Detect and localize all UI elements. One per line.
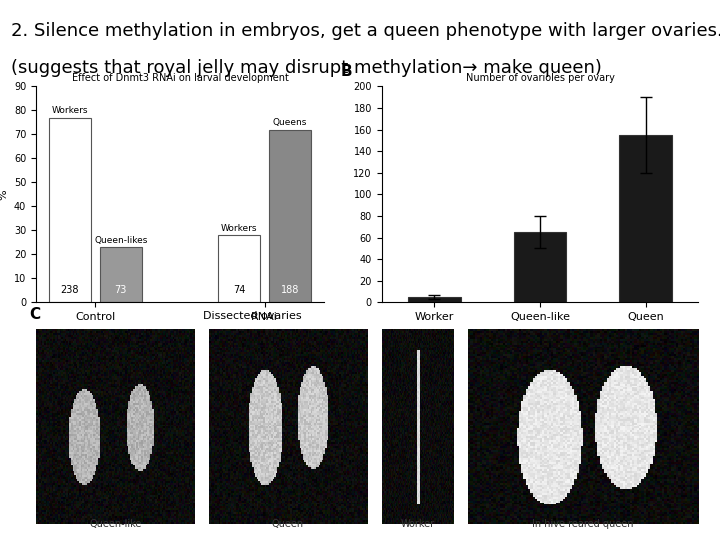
Text: 188: 188 (281, 285, 300, 295)
Text: C: C (29, 307, 40, 322)
Text: Queen: Queen (272, 519, 304, 529)
Text: (suggests that royal jelly may disrupt methylation→ make queen): (suggests that royal jelly may disrupt m… (11, 59, 602, 77)
Text: Workers: Workers (221, 224, 258, 233)
Text: B: B (341, 64, 352, 79)
Text: Workers: Workers (52, 106, 88, 115)
Title: Effect of Dnmt3 RNAi on larval development: Effect of Dnmt3 RNAi on larval developme… (71, 73, 289, 83)
Text: Dissected ovaries: Dissected ovaries (203, 310, 301, 321)
Text: Queens: Queens (273, 118, 307, 127)
Text: 74: 74 (233, 285, 246, 295)
Text: In hive reared queen: In hive reared queen (533, 519, 634, 529)
Title: Number of ovarioles per ovary: Number of ovarioles per ovary (466, 73, 614, 83)
Text: 73: 73 (114, 285, 127, 295)
Bar (408, 297, 461, 302)
Y-axis label: %: % (0, 189, 9, 200)
Text: Worker: Worker (400, 519, 435, 529)
Text: Queen-like: Queen-like (89, 519, 141, 529)
Text: 2. Silence methylation in embryos, get a queen phenotype with larger ovaries.: 2. Silence methylation in embryos, get a… (11, 22, 720, 39)
Bar (619, 135, 672, 302)
Bar (269, 130, 311, 302)
Bar (513, 232, 567, 302)
Text: 238: 238 (60, 285, 79, 295)
Text: Queen-likes: Queen-likes (94, 236, 148, 245)
Bar (49, 118, 91, 302)
Bar (99, 247, 142, 302)
Bar (218, 235, 261, 302)
